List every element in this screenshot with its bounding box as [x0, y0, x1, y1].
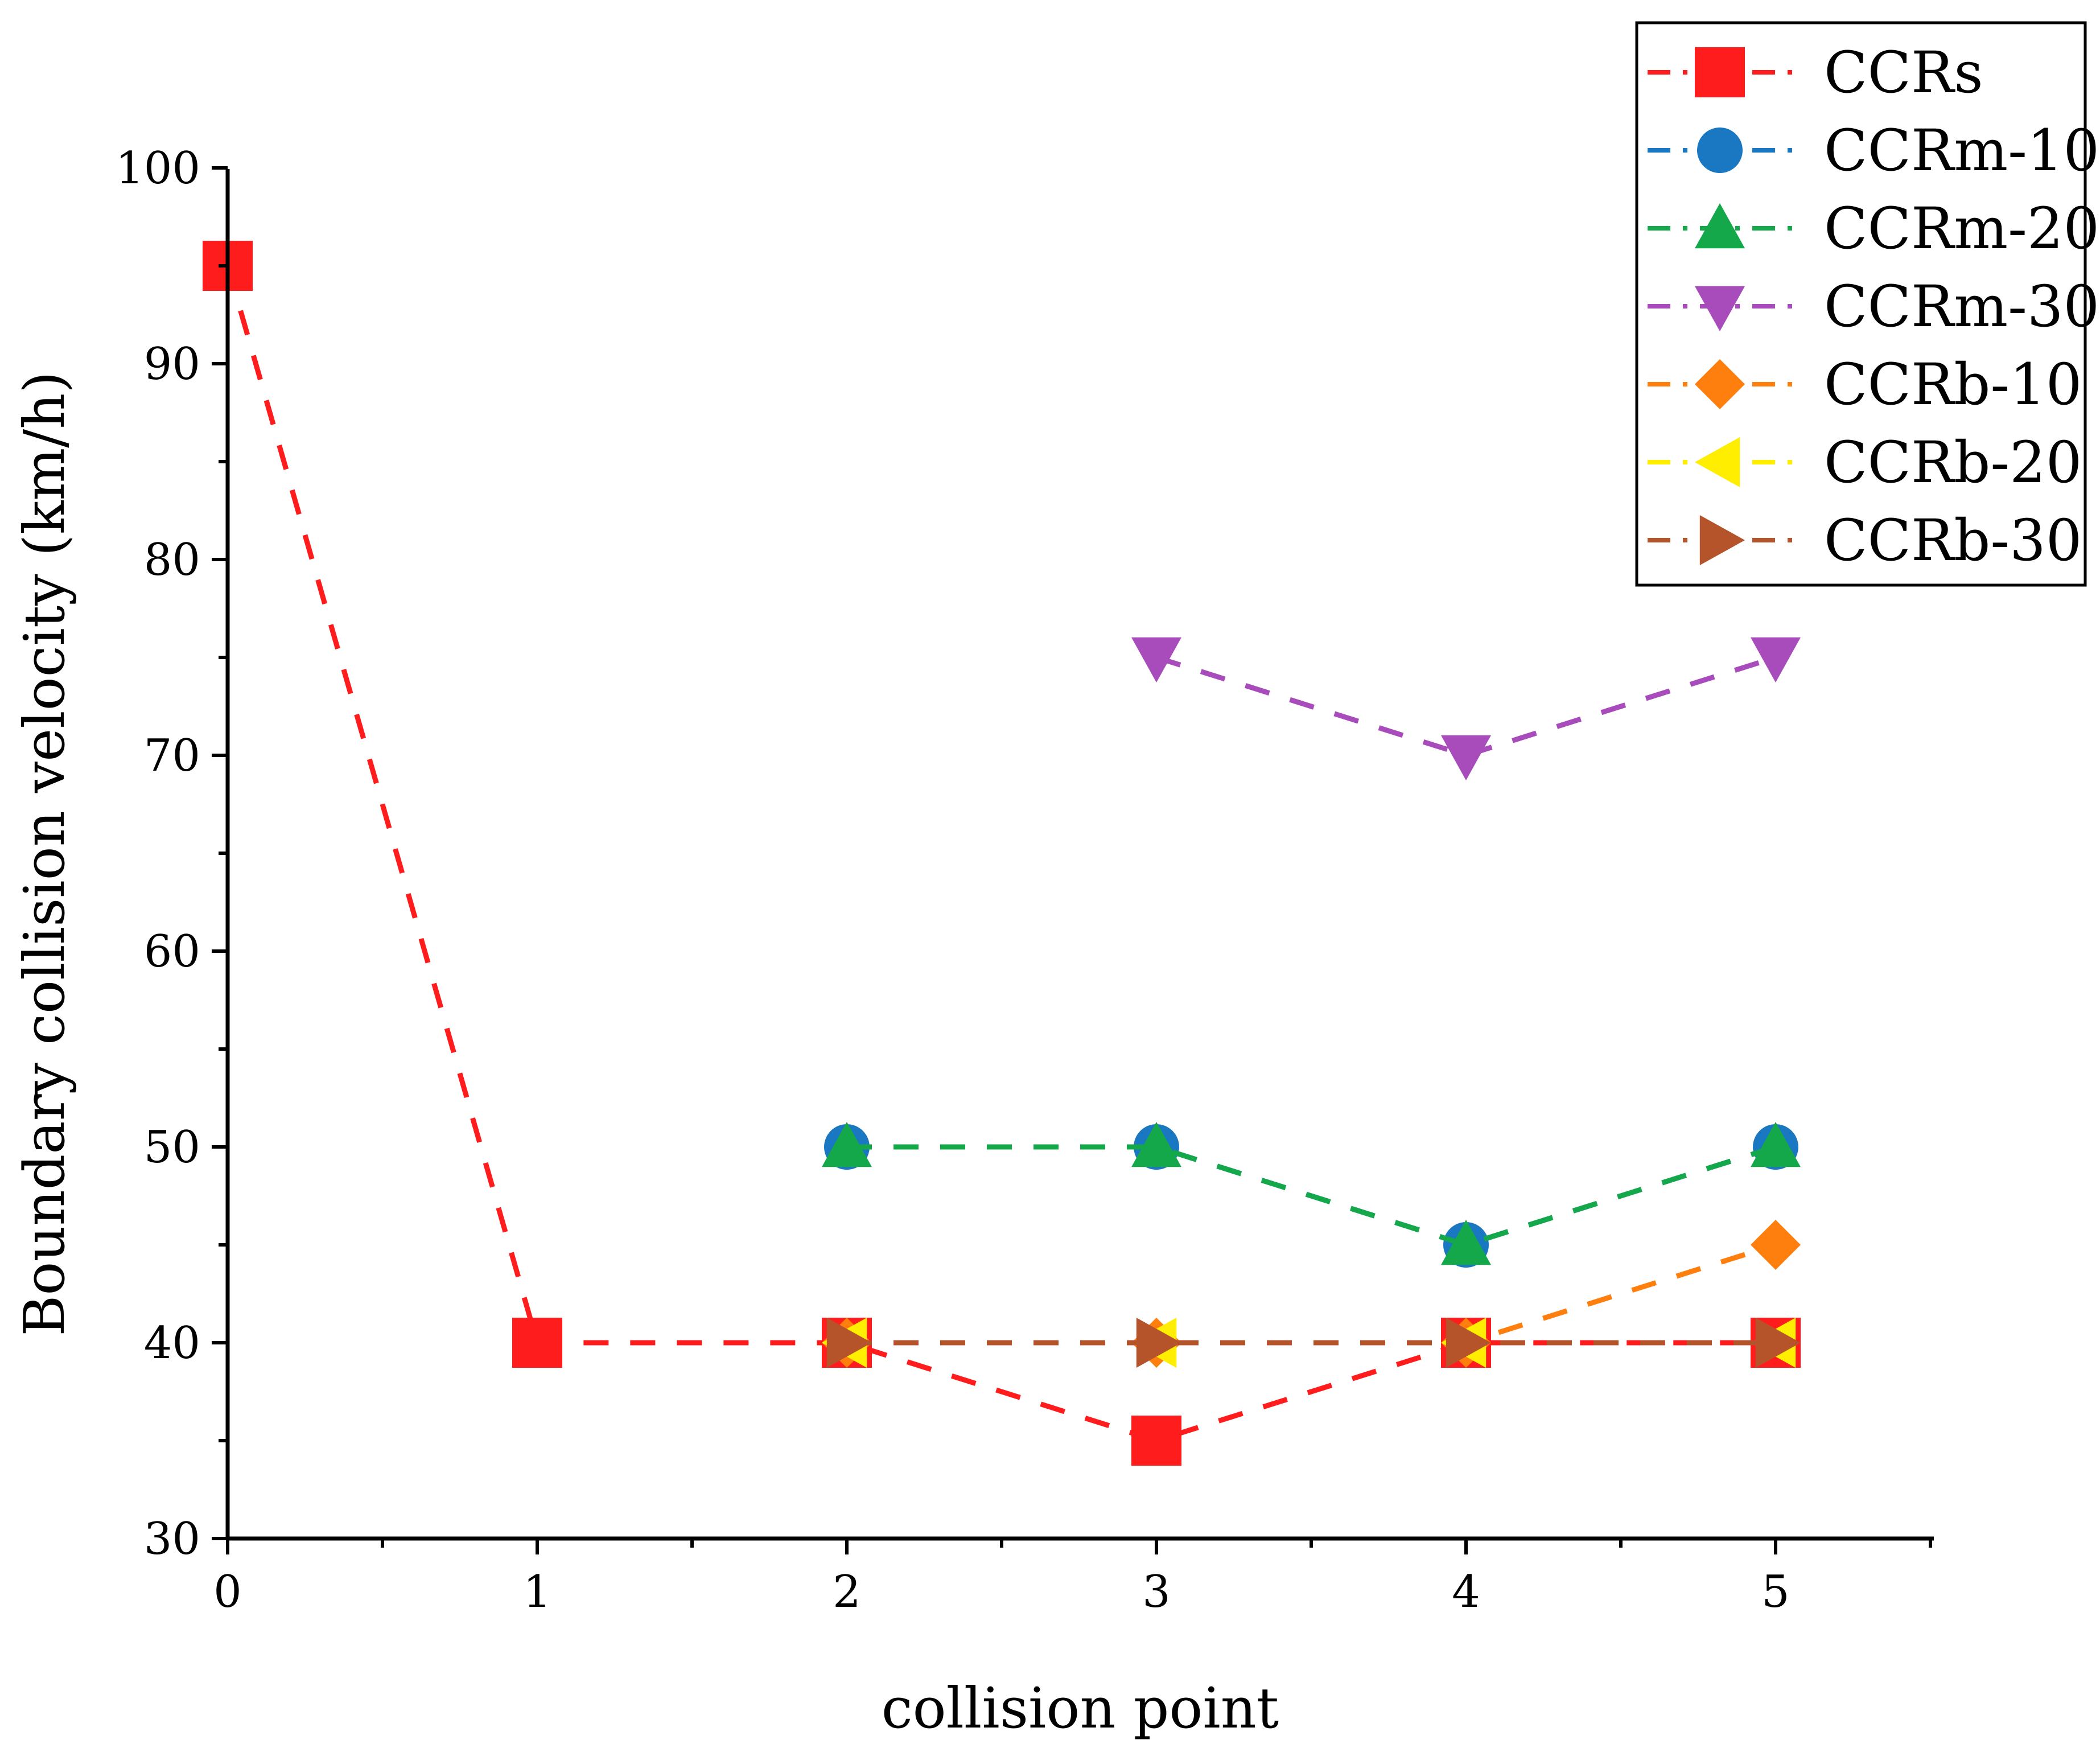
y-tick-label: 50 — [144, 1122, 200, 1173]
y-tick-label: 70 — [144, 730, 200, 782]
legend-item-ccrb-20: CCRb-20 — [1648, 429, 2082, 496]
data-point-ccrb-30 — [1446, 1318, 1491, 1368]
x-tick-label: 4 — [1452, 1566, 1480, 1618]
series-ccrs — [203, 241, 1801, 1466]
legend: CCRs CCRm-10 CCRm-20 CCRm-30 CCRb-10 CCRb-20 C… — [1635, 21, 2099, 587]
legend-marker-ccrm-10 — [1697, 127, 1743, 173]
legend-label-ccrs: CCRs — [1824, 39, 1983, 106]
series-ccrm-20 — [822, 1122, 1801, 1265]
legend-label-ccrb-10: CCRb-10 — [1824, 351, 2082, 418]
legend-marker-ccrb-30 — [1699, 515, 1745, 565]
series-ccrm-30 — [1131, 637, 1801, 780]
data-point-ccrb-30 — [1136, 1318, 1181, 1368]
legend-label-ccrb-20: CCRb-20 — [1824, 429, 2082, 496]
data-point-ccrb-30 — [826, 1318, 872, 1368]
x-tick-label: 2 — [833, 1566, 861, 1618]
legend-marker-ccrs — [1695, 47, 1745, 97]
legend-marker-ccrm-20 — [1695, 203, 1745, 249]
legend-label-ccrm-20: CCRm-20 — [1824, 195, 2099, 262]
y-tick-label: 90 — [144, 339, 200, 390]
y-tick-label: 60 — [144, 926, 200, 977]
data-point-ccrm-30 — [1751, 637, 1801, 682]
x-tick-label: 3 — [1142, 1566, 1171, 1618]
legend-label-ccrm-30: CCRm-30 — [1824, 273, 2099, 340]
ticks-layer: 0 1 2 3 4 5 30 40 50 60 70 80 90 100 — [116, 143, 1932, 1618]
legend-item-ccrb-10: CCRb-10 — [1648, 351, 2082, 418]
legend-marker-ccrb-10 — [1695, 359, 1745, 409]
data-point-ccrm-20 — [1751, 1122, 1801, 1167]
legend-label-ccrm-10: CCRm-10 — [1824, 117, 2099, 184]
legend-item-ccrb-30: CCRb-30 — [1648, 507, 2082, 574]
series-ccrb-30 — [826, 1318, 1801, 1368]
data-point-ccrm-20 — [1131, 1122, 1181, 1167]
legend-marker-ccrm-30 — [1695, 286, 1745, 331]
legend-item-ccrm-30: CCRm-30 — [1648, 273, 2099, 340]
legend-item-ccrs: CCRs — [1648, 39, 1983, 106]
y-tick-label: 40 — [144, 1318, 200, 1369]
x-tick-label: 1 — [523, 1566, 551, 1618]
y-tick-label: 80 — [144, 534, 200, 586]
x-tick-label: 0 — [213, 1566, 242, 1618]
series-line-ccrs — [225, 265, 1776, 1443]
series-line-ccrm-20 — [847, 1144, 1777, 1248]
legend-item-ccrm-10: CCRm-10 — [1648, 117, 2099, 184]
data-point-ccrb-10 — [1751, 1220, 1801, 1270]
data-point-ccrm-20 — [1441, 1220, 1491, 1265]
series-line-ccrb-10 — [847, 1242, 1777, 1346]
data-point-ccrs — [512, 1318, 562, 1368]
data-point-ccrs — [1131, 1416, 1181, 1466]
data-point-ccrm-30 — [1441, 735, 1491, 780]
data-point-ccrb-30 — [1755, 1318, 1801, 1368]
data-point-ccrm-30 — [1131, 637, 1181, 682]
series-ccrb-10 — [822, 1220, 1801, 1368]
legend-item-ccrm-20: CCRm-20 — [1648, 195, 2099, 262]
series-layer — [203, 241, 1801, 1466]
x-tick-label: 5 — [1761, 1566, 1790, 1618]
y-tick-label: 100 — [116, 143, 200, 194]
x-axis-label: collision point — [882, 1676, 1279, 1741]
legend-marker-ccrb-20 — [1695, 437, 1740, 487]
y-axis-label: Boundary collision velocity (km/h) — [13, 371, 77, 1336]
series-line-ccrm-30 — [1155, 655, 1777, 758]
legend-label-ccrb-30: CCRb-30 — [1824, 507, 2082, 574]
data-point-ccrm-20 — [822, 1122, 872, 1167]
y-tick-label: 30 — [144, 1513, 200, 1565]
